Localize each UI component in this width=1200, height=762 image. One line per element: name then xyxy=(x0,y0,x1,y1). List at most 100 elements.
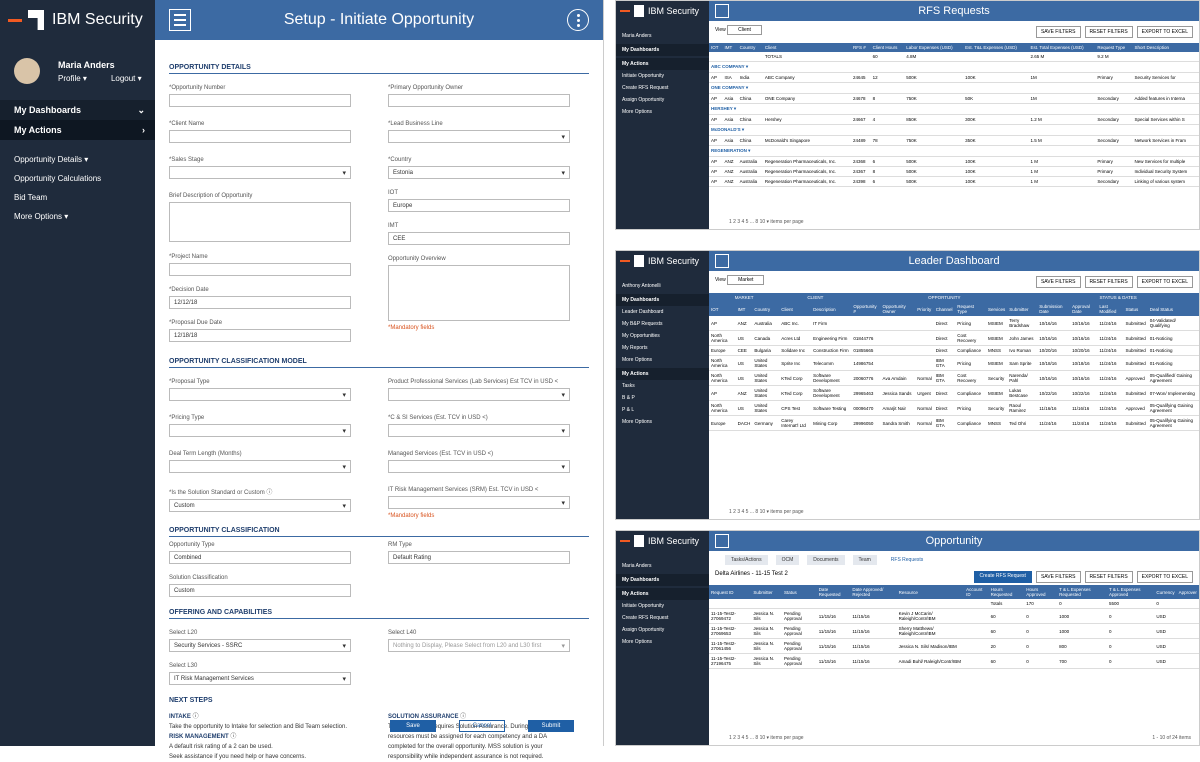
nav-pl[interactable]: P & L xyxy=(622,407,635,413)
view-select[interactable]: Client xyxy=(727,25,762,35)
country-select[interactable]: Estonia xyxy=(388,166,570,179)
l20-select[interactable]: Security Services - SSRC xyxy=(169,639,351,652)
project-name-input[interactable] xyxy=(169,263,351,276)
nav-my-actions[interactable]: My Actions xyxy=(616,368,709,380)
nav-bp[interactable]: B & P xyxy=(622,395,635,401)
brief-description-textarea[interactable] xyxy=(169,202,351,242)
export-button[interactable]: EXPORT TO EXCEL xyxy=(1136,571,1193,583)
nav-tasks[interactable]: Tasks xyxy=(622,383,635,389)
tab[interactable]: Team xyxy=(852,555,877,565)
tab[interactable]: Tasks/Actions xyxy=(725,555,768,565)
nav-more-options[interactable]: More Options xyxy=(622,639,653,645)
export-button[interactable]: EXPORT TO EXCEL xyxy=(1136,276,1193,288)
nav-more-options[interactable]: More Options xyxy=(622,357,653,363)
nav-assign-opportunity[interactable]: Assign Opportunity xyxy=(622,627,665,633)
nav-opportunity-details[interactable]: Opportunity Details ▾ xyxy=(14,155,89,164)
lead-business-select[interactable] xyxy=(388,130,570,143)
table-row[interactable]: 11-15-Test2-27069653 Jessica N. Sils Pendi… xyxy=(709,623,1199,639)
table-row[interactable]: Europe DACH Germany Carey Internat'l Ltd Min… xyxy=(709,415,1199,431)
solution-standard-select[interactable]: Custom xyxy=(169,499,351,512)
table-row[interactable]: North America US United States CPS Test Soft… xyxy=(709,400,1199,416)
table-row[interactable]: 11-15-Test2-27069472 Jessica N. Sils Pendi… xyxy=(709,608,1199,624)
tab[interactable]: OCM xyxy=(775,555,800,565)
save-filters-button[interactable]: SAVE FILTERS xyxy=(1035,571,1081,583)
table-row[interactable]: AP ISA India ABC Company 24645 12 500K 100K 1M Pr… xyxy=(709,72,1199,83)
client-name-input[interactable] xyxy=(169,130,351,143)
reset-filters-button[interactable]: RESET FILTERS xyxy=(1084,571,1133,583)
nav-my-dashboards[interactable]: My Dashboards xyxy=(616,574,709,586)
nav-initiate-opportunity[interactable]: Initiate Opportunity xyxy=(622,603,664,609)
nav-reports[interactable]: My Reports xyxy=(622,345,648,351)
primary-owner-input[interactable] xyxy=(388,94,570,107)
table-row[interactable]: 11-15-Test2-27061456 Jessica N. Sils Pendi… xyxy=(709,638,1199,654)
csi-select[interactable] xyxy=(388,424,570,437)
nav-opportunities[interactable]: My Opportunities xyxy=(622,333,660,339)
managed-select[interactable] xyxy=(388,460,570,473)
srm-select[interactable] xyxy=(388,496,570,509)
hamburger-menu-icon[interactable] xyxy=(169,9,191,31)
table-row[interactable]: AP ANZ Australia Regeneration Pharmaceutica… xyxy=(709,166,1199,177)
table-row[interactable]: Europe CEE Bulgaria Solidare Inc Constructio… xyxy=(709,345,1199,356)
nav-more-options[interactable]: More Options ▾ xyxy=(14,212,69,221)
l30-select[interactable]: IT Risk Management Services xyxy=(169,672,351,685)
create-rfs-button[interactable]: Create RFS Request xyxy=(973,571,1032,583)
nav-my-dashboards[interactable]: My Dashboards xyxy=(616,294,709,306)
solution-class-input[interactable]: Custom xyxy=(169,584,351,597)
table-row[interactable]: AP ANZ United States KTed Corp Software Deve… xyxy=(709,385,1199,401)
view-select[interactable]: Market xyxy=(727,275,765,285)
nav-initiate-opportunity[interactable]: Initiate Opportunity xyxy=(622,73,664,79)
table-row[interactable]: AP Asia China Hershey 24667 4 850K 300K 1.2 M Sec… xyxy=(709,114,1199,125)
table-row[interactable]: AP Asia China ONE Company 24678 8 750K 50K 1M Sec… xyxy=(709,93,1199,104)
table-row[interactable]: AP ANZ Australia ABC Inc. IT Firm Direct Prici… xyxy=(709,316,1199,331)
opp-type-input[interactable]: Combined xyxy=(169,551,351,564)
opportunity-number-input[interactable] xyxy=(169,94,351,107)
pagination[interactable]: 1 2 3 4 5 ... 8 10 ▾ items per page xyxy=(729,735,804,741)
nav-more-options-2[interactable]: More Options xyxy=(622,419,653,425)
cancel-button[interactable]: Cancel xyxy=(459,720,505,732)
info-icon[interactable]: ⓘ xyxy=(266,490,273,496)
reset-filters-button[interactable]: RESET FILTERS xyxy=(1084,276,1133,288)
nav-bp-requests[interactable]: My B&P Requests xyxy=(622,321,663,327)
tab[interactable]: Documents xyxy=(807,555,845,565)
info-icon[interactable]: ⓘ xyxy=(230,734,237,740)
table-row[interactable]: AP Asia China McDonald's Singapore 24489 78 75… xyxy=(709,135,1199,146)
table-row[interactable]: North America US United States Sprite Inc Te… xyxy=(709,355,1199,371)
table-row[interactable]: AP ANZ Australia Regeneration Pharmaceutica… xyxy=(709,156,1199,167)
table-row[interactable]: 11-15-Test2-27196475 Jessica N. Sils Pendi… xyxy=(709,653,1199,669)
more-options-icon[interactable] xyxy=(567,9,589,31)
rm-type-input[interactable]: Default Rating xyxy=(388,551,570,564)
pps-select[interactable] xyxy=(388,388,570,401)
hamburger-menu-icon[interactable] xyxy=(715,254,729,268)
tab[interactable]: RFS Requests xyxy=(884,555,930,565)
nav-leader-dashboard[interactable]: Leader Dashboard xyxy=(622,309,664,315)
overview-textarea[interactable] xyxy=(388,265,570,321)
submit-button[interactable]: Submit xyxy=(528,720,574,732)
export-button[interactable]: EXPORT TO EXCEL xyxy=(1136,26,1193,38)
nav-more-options[interactable]: More Options xyxy=(622,109,653,115)
nav-create-rfs[interactable]: Create RFS Request xyxy=(622,615,669,621)
pagination[interactable]: 1 2 3 4 5 ... 8 10 ▾ items per page xyxy=(729,509,804,515)
deal-term-select[interactable] xyxy=(169,460,351,473)
profile-link[interactable]: Profile ▾ xyxy=(58,73,87,83)
table-row[interactable]: AP ANZ Australia Regeneration Pharmaceutica… xyxy=(709,176,1199,187)
decision-date-input[interactable]: 12/12/18 xyxy=(169,296,351,309)
proposal-type-select[interactable] xyxy=(169,388,351,401)
nav-my-actions[interactable]: My Actions xyxy=(616,588,709,600)
hamburger-menu-icon[interactable] xyxy=(715,534,729,548)
nav-opportunity-calculations[interactable]: Opportunity Calculations xyxy=(14,174,102,183)
pagination[interactable]: 1 2 3 4 5 ... 8 10 ▾ items per page xyxy=(729,219,804,225)
nav-my-actions[interactable]: My Actions xyxy=(616,58,709,70)
nav-bid-team[interactable]: Bid Team xyxy=(14,193,48,202)
nav-my-dashboards[interactable]: My Dashboards xyxy=(616,44,709,56)
nav-create-rfs[interactable]: Create RFS Request xyxy=(622,85,669,91)
info-icon[interactable]: ⓘ xyxy=(460,714,467,720)
reset-filters-button[interactable]: RESET FILTERS xyxy=(1084,26,1133,38)
logout-link[interactable]: Logout ▾ xyxy=(110,73,142,83)
pricing-type-select[interactable] xyxy=(169,424,351,437)
save-filters-button[interactable]: SAVE FILTERS xyxy=(1035,26,1081,38)
proposal-date-input[interactable]: 12/18/18 xyxy=(169,329,351,342)
info-icon[interactable]: ⓘ xyxy=(192,714,199,720)
nav-my-dashboards[interactable]: My Dashboards ⌄ xyxy=(0,100,155,120)
sales-stage-select[interactable] xyxy=(169,166,351,179)
table-row[interactable]: North America US United States KTed Corp Sof… xyxy=(709,370,1199,386)
